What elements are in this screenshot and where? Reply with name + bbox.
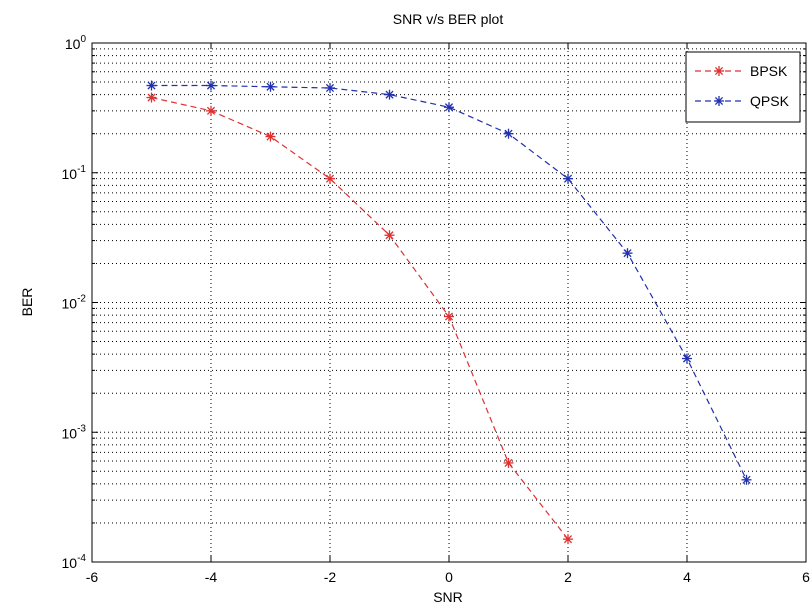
legend-qpsk-label: QPSK (750, 93, 790, 109)
x-tick-label: -4 (205, 569, 218, 585)
x-tick-label: -2 (324, 569, 337, 585)
qpsk-point (384, 89, 395, 100)
y-tick-label: 100 (65, 34, 87, 52)
qpsk-point (741, 474, 752, 485)
series-layer (146, 80, 752, 545)
x-tick-label: 6 (802, 569, 810, 585)
bpsk-point (206, 105, 216, 116)
legend-qpsk-marker (714, 96, 724, 106)
qpsk-point (563, 173, 573, 184)
x-tick-label: -6 (86, 569, 99, 585)
x-tick-label: 4 (683, 569, 691, 585)
qpsk-point (325, 82, 335, 93)
qpsk-point (444, 102, 454, 113)
chart-title: SNR v/s BER plot (393, 11, 504, 27)
qpsk-point (146, 80, 157, 91)
y-tick-label: 10-1 (62, 164, 87, 182)
y-tick-label: 10-3 (62, 423, 87, 441)
qpsk-point (622, 248, 633, 259)
bpsk-point (325, 173, 335, 184)
legend-bpsk-marker (714, 66, 724, 76)
qpsk-point (682, 353, 692, 364)
qpsk-line (151, 84, 748, 481)
x-tick-label: 2 (564, 569, 572, 585)
bpsk-point (384, 230, 395, 241)
bpsk-point (265, 131, 276, 142)
qpsk-point (503, 128, 514, 139)
legend-box (685, 51, 801, 123)
x-axis-label: SNR (433, 589, 463, 605)
qpsk-point (206, 80, 216, 91)
qpsk-point (265, 81, 276, 92)
bpsk-point (503, 457, 514, 468)
legend: BPSK QPSK (685, 51, 801, 123)
bpsk-point (563, 534, 573, 545)
bpsk-point (444, 311, 454, 322)
x-tick-label: 0 (445, 569, 453, 585)
grid (92, 43, 806, 562)
y-tick-label: 10-4 (62, 553, 87, 571)
ticks: -6 -4 -2 0 2 4 6 100 10-1 10-2 10-3 10-4 (62, 34, 811, 585)
bpsk-point (146, 92, 157, 103)
y-axis-label: BER (19, 288, 35, 317)
bpsk-line (151, 96, 569, 540)
y-tick-label: 10-2 (62, 294, 87, 312)
legend-bpsk-label: BPSK (750, 63, 788, 79)
